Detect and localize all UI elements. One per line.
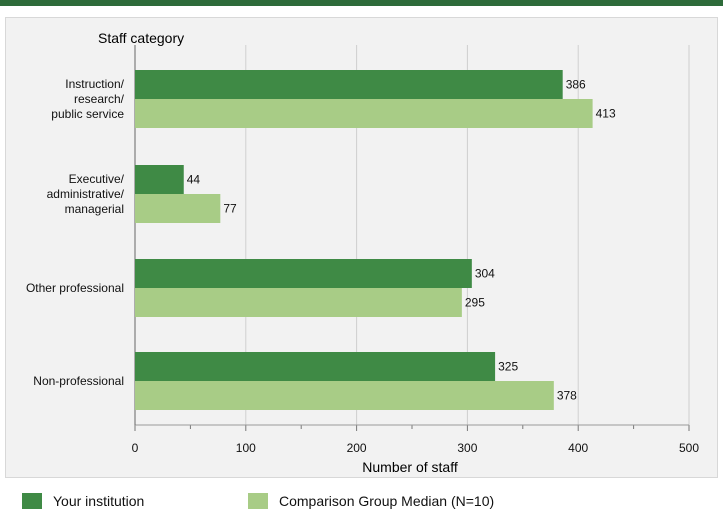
x-tick-label: 400	[568, 441, 588, 455]
legend: Your institution Comparison Group Median…	[0, 487, 723, 514]
data-label: 295	[465, 296, 485, 310]
bar-your-institution	[135, 70, 563, 99]
data-label: 44	[187, 173, 201, 187]
legend-item-your-institution: Your institution	[22, 493, 144, 509]
top-accent-bar	[0, 0, 723, 6]
bar-your-institution	[135, 259, 472, 288]
bar-your-institution	[135, 352, 496, 381]
legend-label-comparison-group: Comparison Group Median (N=10)	[279, 493, 495, 509]
category-label: Executive/administrative/managerial	[47, 172, 125, 216]
x-tick-label: 200	[347, 441, 367, 455]
data-label: 77	[223, 202, 237, 216]
legend-item-comparison-group: Comparison Group Median (N=10)	[248, 493, 494, 509]
bar-your-institution	[135, 165, 184, 194]
legend-label-your-institution: Your institution	[53, 493, 145, 509]
bar-comparison-group	[135, 99, 593, 128]
data-label: 304	[475, 267, 495, 281]
category-labels: Instruction/research/public service Execu…	[26, 77, 125, 388]
value-labels: 386 44 304 325 413 77 295 378	[187, 78, 616, 403]
category-label: Other professional	[26, 281, 124, 295]
bar-comparison-group	[135, 288, 462, 317]
bar-chart: 386 44 304 325 413 77 295 378 Instruction/resea…	[26, 30, 700, 475]
x-tick-label: 100	[236, 441, 256, 455]
legend-swatch-comparison-group	[248, 493, 268, 509]
data-label: 386	[566, 78, 586, 92]
x-tick-label: 500	[679, 441, 699, 455]
chart-title: Staff category	[98, 30, 184, 46]
x-tick-label: 300	[457, 441, 477, 455]
bars	[135, 70, 593, 410]
bar-comparison-group	[135, 381, 554, 410]
data-label: 378	[557, 389, 577, 403]
bar-comparison-group	[135, 194, 221, 223]
category-label: Instruction/research/public service	[51, 77, 124, 121]
data-label: 325	[498, 360, 518, 374]
legend-swatch-your-institution	[22, 493, 42, 509]
x-axis-label: Number of staff	[362, 459, 458, 475]
category-label: Non-professional	[33, 374, 124, 388]
x-tick-label: 0	[132, 441, 139, 455]
x-tick-labels: 0 100 200 300 400 500	[132, 441, 700, 455]
data-label: 413	[596, 107, 616, 121]
